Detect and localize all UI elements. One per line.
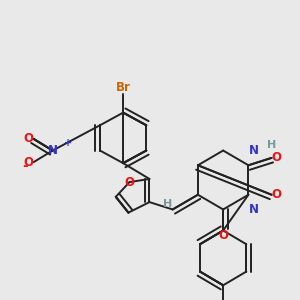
Text: -: -: [22, 159, 28, 173]
Text: N: N: [248, 203, 258, 216]
Text: O: O: [24, 132, 34, 146]
Text: O: O: [272, 188, 282, 201]
Text: +: +: [64, 138, 72, 148]
Text: O: O: [24, 156, 34, 169]
Text: N: N: [48, 144, 58, 157]
Text: O: O: [272, 152, 282, 164]
Text: O: O: [124, 176, 134, 189]
Text: O: O: [218, 230, 228, 242]
Text: N: N: [248, 144, 258, 157]
Text: Br: Br: [116, 81, 130, 94]
Text: H: H: [267, 140, 277, 150]
Text: H: H: [164, 200, 172, 209]
